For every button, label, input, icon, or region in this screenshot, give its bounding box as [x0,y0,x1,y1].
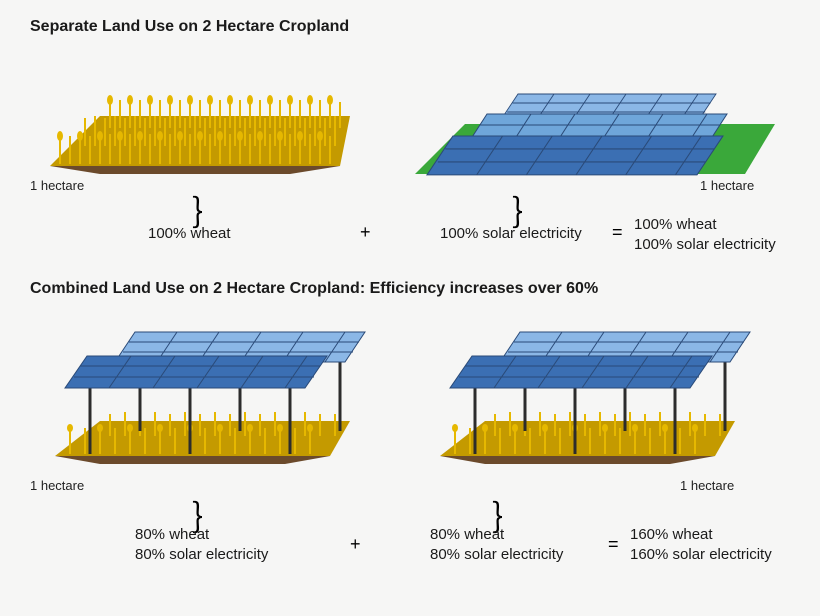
separate-title: Separate Land Use on 2 Hectare Cropland [30,18,349,36]
combined-right-agri-plot [415,306,755,476]
combined-right-caption: 1 hectare [680,478,734,493]
plus-operator: + [350,534,361,555]
separate-left-label: 100% wheat [148,224,231,244]
combined-result: 160% wheat 160% solar electricity [630,525,772,564]
separate-result-line1: 100% wheat [634,216,717,233]
combined-right-label-line1: 80% wheat [430,526,504,543]
combined-right-label-line2: 80% solar electricity [430,546,563,563]
plus-operator: + [360,222,371,243]
equals-operator: = [612,222,623,243]
separate-right-caption: 1 hectare [700,178,754,193]
separate-result: 100% wheat 100% solar electricity [634,215,776,254]
combined-left-label-line2: 80% solar electricity [135,546,268,563]
combined-left-label: 80% wheat 80% solar electricity [135,525,268,564]
combined-left-label-line1: 80% wheat [135,526,209,543]
combined-right-label: 80% wheat 80% solar electricity [430,525,563,564]
separate-right-solar-plot [405,46,785,186]
combined-result-line2: 160% solar electricity [630,546,772,563]
combined-result-line1: 160% wheat [630,526,713,543]
combined-title: Combined Land Use on 2 Hectare Cropland:… [30,280,598,298]
separate-left-caption: 1 hectare [30,178,84,193]
equals-operator: = [608,534,619,555]
separate-result-line2: 100% solar electricity [634,236,776,253]
separate-right-label: 100% solar electricity [440,224,582,244]
separate-left-wheat-plot [30,46,360,186]
combined-left-agri-plot [30,306,370,476]
combined-left-caption: 1 hectare [30,478,84,493]
